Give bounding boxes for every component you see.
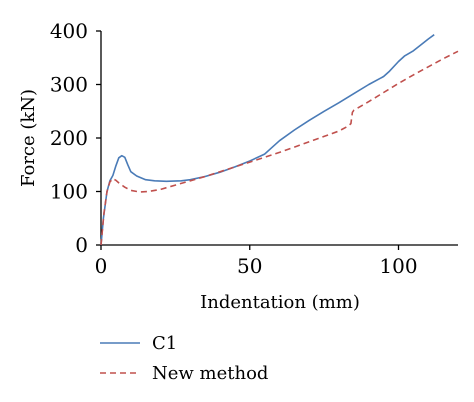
y-axis-title: Force (kN)	[18, 89, 39, 187]
series-line-new-method	[101, 51, 458, 245]
y-tick-label: 200	[50, 126, 88, 150]
plot-area	[101, 35, 458, 245]
x-tick-label: 50	[237, 254, 262, 278]
y-tick-label: 0	[75, 233, 88, 257]
x-tick-label: 0	[95, 254, 108, 278]
ticks: 0 100 200 300 400 0 50 100	[50, 19, 418, 278]
legend: C1 New method	[100, 333, 268, 384]
legend-label-new-method: New method	[152, 363, 268, 384]
y-tick-label: 100	[50, 180, 88, 204]
y-tick-label: 300	[50, 73, 88, 97]
x-axis-title: Indentation (mm)	[200, 292, 360, 313]
x-tick-label: 100	[379, 254, 417, 278]
axes	[101, 31, 458, 245]
legend-label-c1: C1	[152, 333, 177, 354]
series-line-c1	[101, 35, 434, 245]
y-tick-label: 400	[50, 19, 88, 43]
